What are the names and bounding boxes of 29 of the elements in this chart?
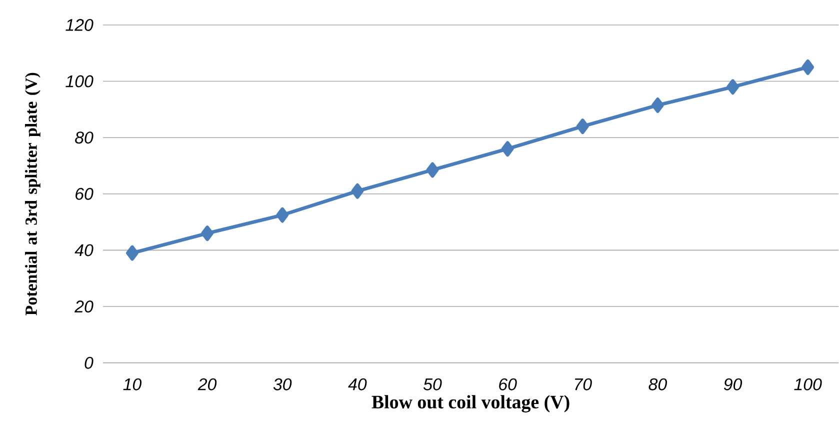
point bbox=[351, 183, 364, 199]
x-tick-label: 10 bbox=[123, 378, 142, 390]
x-tick-label: 100 bbox=[794, 378, 822, 390]
x-tick-label: 80 bbox=[648, 378, 667, 390]
point bbox=[201, 226, 214, 242]
point bbox=[802, 60, 814, 76]
y-tick-label: 20 bbox=[74, 300, 94, 313]
y-tick-label: 60 bbox=[76, 188, 94, 200]
x-tick-label: 90 bbox=[724, 378, 742, 390]
point bbox=[126, 245, 138, 261]
x-axis-title: Blow out coil voltage (V) bbox=[372, 395, 570, 413]
x-tick-label: 50 bbox=[423, 378, 442, 390]
y-tick-label: 0 bbox=[84, 356, 94, 369]
point bbox=[501, 141, 514, 157]
y-tick-label: 100 bbox=[66, 75, 94, 88]
x-tick-label: 30 bbox=[273, 378, 292, 390]
y-tick-label: 40 bbox=[74, 244, 94, 256]
point bbox=[276, 207, 289, 223]
x-tick-label: 70 bbox=[574, 378, 592, 390]
y-axis-title: Potential at 3rd splitter plate (V) bbox=[25, 72, 40, 316]
point bbox=[651, 98, 664, 114]
point bbox=[426, 162, 439, 178]
x-tick-label: 40 bbox=[348, 378, 367, 390]
point bbox=[726, 79, 739, 95]
x-tick-label: 20 bbox=[198, 378, 217, 390]
y-tick-label: 120 bbox=[66, 19, 94, 32]
x-tick-label: 60 bbox=[499, 378, 517, 390]
point bbox=[576, 118, 589, 134]
y-tick-label: 80 bbox=[75, 132, 94, 144]
